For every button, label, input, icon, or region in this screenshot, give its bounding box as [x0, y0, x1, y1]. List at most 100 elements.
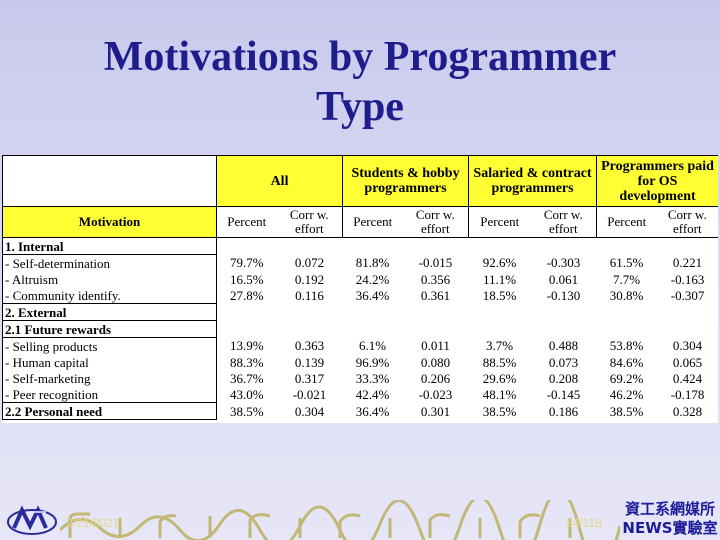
corr-cell: 0.139: [294, 354, 325, 370]
table-row: - Human capital 88.3% 0.139 96.9% 0.080 88.5%…: [2, 354, 719, 370]
percent-cell: 84.6%: [609, 354, 644, 370]
corr-cell: 0.304: [294, 403, 325, 419]
corr-effort-header: Corr w. effort: [402, 206, 470, 238]
corr-cell: 0.192: [294, 271, 325, 287]
corr-cell: [657, 238, 718, 255]
corr-cell: 0.363: [294, 338, 325, 354]
motivation-label: - Self-determination: [2, 254, 217, 271]
corr-effort-header: Corr w. effort: [530, 206, 598, 238]
percent-cell: 38.5%: [609, 403, 644, 419]
percent-cell: 6.1%: [358, 338, 387, 354]
corr-cell: [277, 304, 343, 321]
percent-cell: 43.0%: [229, 386, 264, 402]
decorative-footer-pattern: [60, 500, 620, 540]
table-row: - Community identify. 27.8% 0.116 36.4% 0.36…: [2, 287, 719, 304]
corr-cell: 0.065: [672, 354, 703, 370]
slide-date: 2/21/2021: [66, 516, 120, 530]
percent-cell: 27.8%: [229, 287, 264, 303]
corr-cell: 0.073: [548, 354, 579, 370]
corr-cell: 0.208: [548, 370, 579, 386]
corr-cell: [531, 304, 597, 321]
section-row: 2.1 Future rewards: [2, 320, 719, 338]
corr-cell: 0.488: [548, 338, 579, 354]
percent-cell: 13.9%: [229, 338, 264, 354]
percent-cell: 24.2%: [355, 271, 390, 287]
percent-cell: [343, 238, 403, 255]
percent-cell: 38.5%: [482, 403, 517, 419]
section-row: 1. Internal: [2, 237, 719, 255]
motivation-header: Motivation: [2, 206, 217, 238]
corr-cell: 0.080: [420, 354, 451, 370]
percent-cell: 81.8%: [355, 255, 390, 271]
university-logo: [7, 505, 57, 535]
institute-line1: 資工系網媒所: [624, 500, 715, 518]
percent-cell: 29.6%: [482, 370, 517, 386]
corr-cell: 0.304: [672, 338, 703, 354]
corr-cell: [277, 238, 343, 255]
percent-cell: [597, 238, 657, 255]
slide-title-line1: Motivations by Programmer: [103, 34, 617, 80]
header-blank-cell: [2, 155, 217, 207]
slide-title-line2: Type: [316, 84, 404, 130]
corr-effort-header: Corr w. effort: [276, 206, 344, 238]
table-row: - Peer recognition 43.0% -0.021 42.4% -0.023…: [2, 386, 719, 403]
motivation-label: - Community identify.: [2, 287, 217, 304]
corr-cell: 0.116: [295, 287, 324, 303]
corr-cell: -0.303: [546, 255, 581, 271]
group-header-row: All Students & hobby programmers Salaried …: [2, 155, 718, 207]
percent-cell: 18.5%: [482, 287, 517, 303]
motivation-label: - Human capital: [2, 354, 217, 370]
section-row: 2. External: [2, 303, 719, 321]
corr-cell: -0.015: [418, 255, 453, 271]
institute-label: 資工系網媒所 NEWS實驗室: [622, 500, 718, 538]
percent-cell: 79.7%: [229, 255, 264, 271]
percent-cell: 88.5%: [482, 354, 517, 370]
percent-cell: 7.7%: [612, 271, 641, 287]
percent-cell: [217, 321, 277, 338]
corr-cell: 0.328: [672, 403, 703, 419]
motivation-label: - Selling products: [2, 337, 217, 354]
table: All Students & hobby programmers Salaried …: [2, 155, 718, 420]
percent-cell: 61.5%: [609, 255, 644, 271]
corr-cell: 0.317: [294, 370, 325, 386]
section-label: 2.2 Personal need: [2, 402, 217, 420]
percent-cell: 69.2%: [609, 370, 644, 386]
institute-line2: NEWS實驗室: [622, 519, 718, 537]
corr-cell: 0.356: [420, 271, 451, 287]
table-row: - Self-marketing 36.7% 0.317 33.3% 0.206 29.6…: [2, 370, 719, 386]
percent-cell: 38.5%: [229, 403, 264, 419]
corr-cell: -0.307: [670, 287, 705, 303]
corr-cell: [531, 238, 597, 255]
corr-cell: 0.424: [672, 370, 703, 386]
corr-cell: 0.072: [294, 255, 325, 271]
corr-cell: [657, 321, 718, 338]
percent-cell: 53.8%: [609, 338, 644, 354]
corr-cell: [403, 321, 469, 338]
percent-cell: [343, 321, 403, 338]
percent-cell: 30.8%: [609, 287, 644, 303]
corr-cell: 0.221: [672, 255, 703, 271]
percent-header: Percent: [216, 206, 277, 238]
corr-cell: 0.011: [421, 338, 450, 354]
percent-cell: 36.4%: [355, 287, 390, 303]
corr-cell: [277, 321, 343, 338]
percent-cell: 33.3%: [355, 370, 390, 386]
corr-cell: -0.021: [292, 386, 327, 402]
corr-cell: -0.178: [670, 386, 705, 402]
percent-cell: [343, 304, 403, 321]
table-row: - Selling products 13.9% 0.363 6.1% 0.011 3.7…: [2, 337, 719, 354]
section-label: 1. Internal: [2, 237, 217, 255]
percent-cell: 48.1%: [482, 386, 517, 402]
percent-cell: 92.6%: [482, 255, 517, 271]
corr-cell: 0.186: [548, 403, 579, 419]
group-header: All: [215, 155, 344, 207]
slide-page-number: 34/118: [566, 516, 602, 530]
percent-cell: [217, 238, 277, 255]
percent-cell: 88.3%: [229, 354, 264, 370]
corr-cell: -0.145: [546, 386, 581, 402]
percent-cell: 16.5%: [229, 271, 264, 287]
corr-cell: 0.301: [420, 403, 451, 419]
corr-cell: -0.163: [670, 271, 705, 287]
percent-cell: 36.4%: [355, 403, 390, 419]
section-row: 2.2 Personal need 38.5% 0.304 36.4% 0.301 38.…: [2, 402, 719, 420]
